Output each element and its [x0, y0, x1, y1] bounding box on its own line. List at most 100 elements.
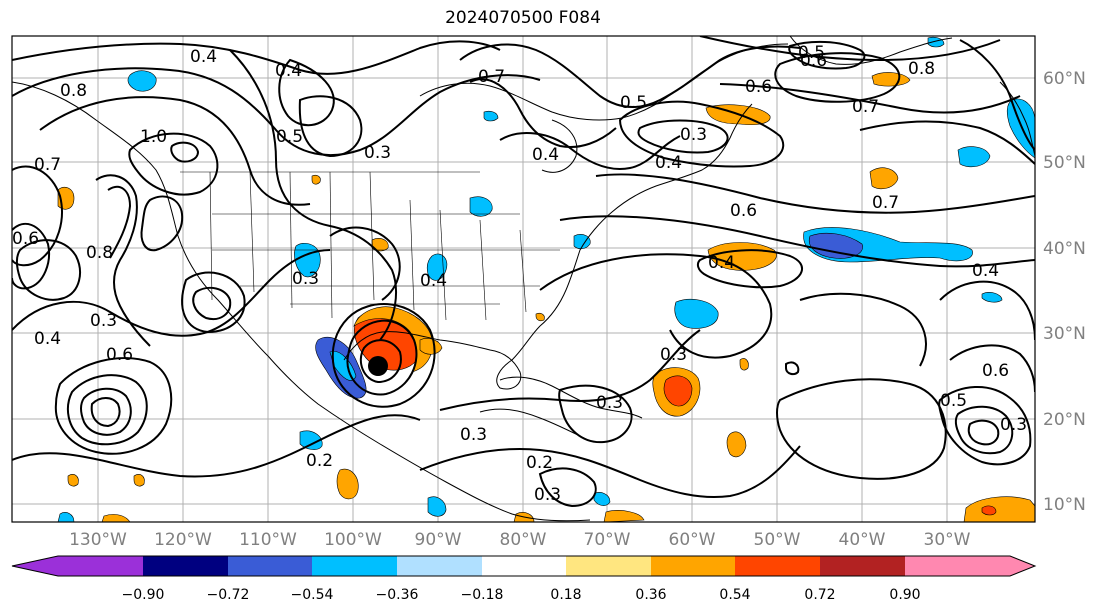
- contour-label-group: 0.4 0.4 0.4 0.3 0.5 0.8 1.0 0.7 0.6 0.8 …: [12, 43, 1027, 505]
- lon-label: 60°W: [669, 530, 716, 550]
- shade-blue-louisiana: [426, 253, 448, 281]
- contour-label: 0.3: [90, 311, 117, 331]
- lon-label: 110°W: [239, 530, 297, 550]
- colorbar-segment: [312, 556, 397, 576]
- shade-blue-pacific-nw: [127, 70, 157, 92]
- colorbar-tick: 0.18: [550, 587, 581, 603]
- shade-orange-epac: [336, 468, 359, 500]
- shade-orange-epac2: [67, 474, 79, 487]
- lat-label: 20°N: [1043, 410, 1086, 430]
- contour-label: 0.2: [526, 453, 553, 473]
- shade-blue-europe: [1006, 98, 1035, 159]
- longitude-labels: 130°W 120°W 110°W 100°W 90°W 80°W 70°W 6…: [69, 530, 971, 550]
- contour-label: 0.4: [655, 153, 682, 173]
- map-panel: 0.4 0.4 0.4 0.3 0.5 0.8 1.0 0.7 0.6 0.8 …: [12, 36, 1035, 522]
- shade-orange-tropical-e: [963, 496, 1035, 522]
- storm-center-marker: [368, 356, 388, 376]
- contour-label: 0.3: [660, 345, 687, 365]
- colorbar-segment: [482, 556, 566, 576]
- contour-label: 0.6: [982, 361, 1009, 381]
- colorbar-segment: [397, 556, 482, 576]
- contour-label: 0.7: [852, 97, 879, 117]
- contour-label: 0.3: [1000, 415, 1027, 435]
- shade-blue-atlantic: [674, 299, 719, 329]
- contour-label: 0.4: [420, 271, 447, 291]
- contour-label: 0.5: [620, 93, 647, 113]
- colorbar-tick: −0.36: [376, 587, 419, 603]
- colorbar-segment: [12, 556, 143, 576]
- contour-label: 0.7: [478, 67, 505, 87]
- colorbar-segment: [228, 556, 312, 576]
- colorbar-tick: −0.18: [461, 587, 504, 603]
- contour-label: 0.4: [972, 261, 999, 281]
- contour-label: 0.4: [708, 253, 735, 273]
- shade-blue-atl-east: [981, 292, 1003, 303]
- shade-orange-south: [101, 514, 131, 522]
- contour-label: 0.6: [800, 51, 827, 71]
- shade-blue-central-am: [427, 496, 447, 517]
- contour-label: 0.6: [730, 201, 757, 221]
- shade-red-atlantic-20n: [663, 375, 693, 407]
- contour-label: 0.3: [534, 485, 561, 505]
- lat-label: 30°N: [1043, 324, 1086, 344]
- lon-label: 40°W: [839, 530, 886, 550]
- shade-red-tropical-e: [981, 505, 997, 516]
- state-borders: [180, 171, 560, 321]
- contour-label: 0.5: [276, 127, 303, 147]
- shade-blue-lakes: [469, 196, 493, 217]
- colorbar-segment: [820, 556, 905, 576]
- colorbar-tick: −0.54: [291, 587, 334, 603]
- shade-orange-central-am: [603, 510, 645, 522]
- contour-label: 0.3: [680, 125, 707, 145]
- contour-label: 0.3: [596, 393, 623, 413]
- contour-label: 0.3: [460, 425, 487, 445]
- colorbar-tick: 0.72: [804, 587, 835, 603]
- colorbar-segments: [12, 556, 1035, 576]
- colorbar-segment: [735, 556, 820, 576]
- shaded-anomaly-field: [57, 36, 1035, 522]
- lon-label: 100°W: [324, 530, 382, 550]
- colorbar-segment: [143, 556, 228, 576]
- contour-label: 0.2: [306, 451, 333, 471]
- contour-label: 0.3: [292, 269, 319, 289]
- lon-label: 50°W: [754, 530, 801, 550]
- shade-blue-south: [57, 512, 75, 522]
- contour-label: 1.0: [140, 127, 167, 147]
- contour-label: 0.6: [106, 345, 133, 365]
- lon-label: 90°W: [415, 530, 462, 550]
- colorbar-ticks: −0.90 −0.72 −0.54 −0.36 −0.18 0.18 0.36 …: [122, 587, 921, 603]
- shade-blue-midatlantic: [573, 234, 591, 250]
- shade-blue-carib: [593, 492, 611, 506]
- contour-label: 0.4: [190, 47, 217, 67]
- lat-label: 60°N: [1043, 69, 1086, 89]
- map-frame: [11, 35, 1036, 523]
- lon-label: 70°W: [584, 530, 631, 550]
- shade-orange-epac3: [133, 474, 145, 487]
- colorbar-tick: 0.90: [889, 587, 920, 603]
- colorbar-tick: −0.90: [122, 587, 165, 603]
- shade-orange-caribbean: [726, 431, 747, 458]
- shade-orange-atl-north: [869, 167, 899, 190]
- colorbar: −0.90 −0.72 −0.54 −0.36 −0.18 0.18 0.36 …: [11, 555, 1037, 603]
- contour-label: 0.4: [34, 329, 61, 349]
- lon-label: 30°W: [924, 530, 971, 550]
- lat-label: 50°N: [1043, 153, 1086, 173]
- map-title: 2024070500 F084: [445, 8, 601, 28]
- contour-label: 0.8: [60, 81, 87, 101]
- contour-label: 0.8: [908, 59, 935, 79]
- lat-label: 40°N: [1043, 239, 1086, 259]
- contour-label: 0.7: [872, 193, 899, 213]
- shade-orange-greenland-south: [871, 72, 911, 87]
- contour-label: 0.3: [364, 143, 391, 163]
- contour-label: 0.4: [275, 61, 302, 81]
- contour-label: 0.8: [86, 243, 113, 263]
- shade-blue-greenland: [927, 36, 945, 48]
- contour-lines: [12, 36, 1035, 508]
- colorbar-outline: [11, 555, 1037, 577]
- lon-label: 120°W: [154, 530, 212, 550]
- contour-label: 0.6: [745, 77, 772, 97]
- shade-blue-canada: [483, 110, 499, 122]
- shade-orange-gulf-east: [419, 338, 443, 355]
- colorbar-tick: −0.72: [207, 587, 250, 603]
